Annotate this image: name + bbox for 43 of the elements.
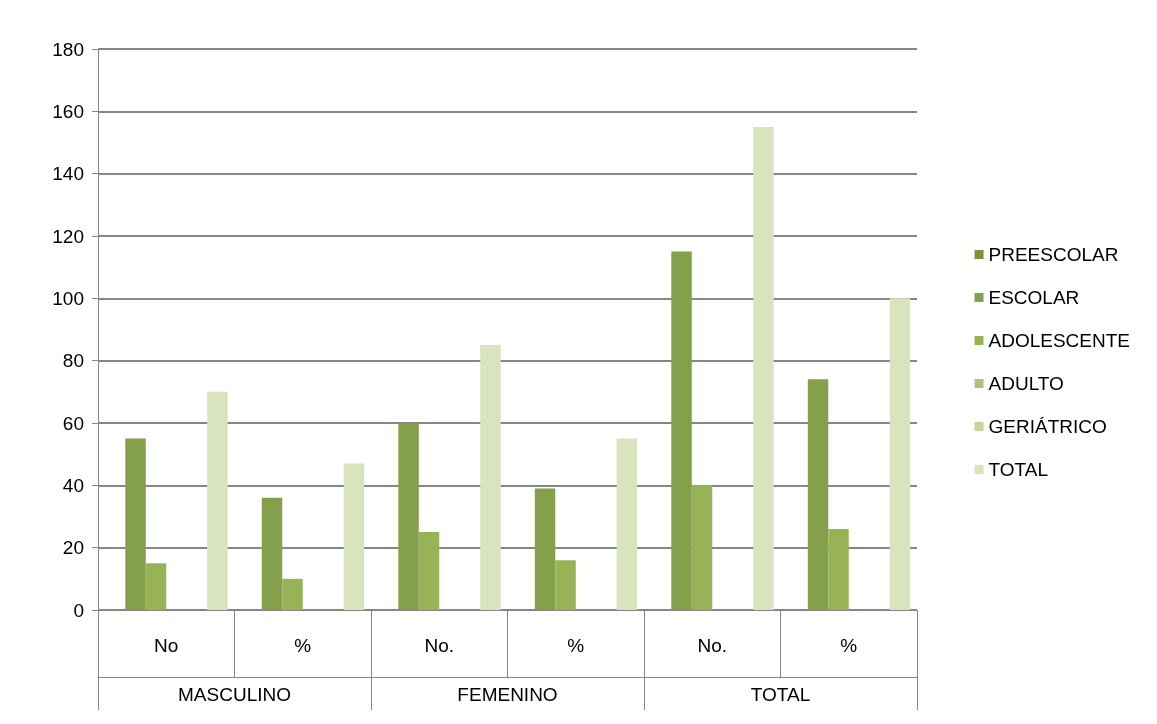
x-tick-label: %: [567, 635, 585, 656]
y-tick-label: 60: [62, 412, 84, 434]
bar: [125, 438, 146, 610]
bar: [616, 438, 638, 610]
x-tick-label: No: [154, 635, 179, 656]
bar: [418, 532, 440, 610]
bar: [889, 298, 911, 610]
y-tick-label: 160: [52, 100, 84, 122]
bar: [145, 563, 167, 610]
bar: [691, 485, 713, 610]
bar: [261, 497, 283, 610]
text: TOTAL: [750, 684, 811, 705]
y-tick-label: 140: [52, 163, 84, 185]
x-tick-label: %: [294, 635, 312, 656]
legend-label: ADOLESCENTE: [988, 330, 1130, 351]
y-tick-label: 40: [62, 474, 84, 496]
text: FEMENINO: [457, 684, 558, 705]
bar: [343, 463, 365, 610]
legend-label: ADULTO: [988, 373, 1064, 394]
x-tick-label: No.: [697, 635, 728, 656]
bar: [480, 345, 501, 610]
text: MASCULINO: [178, 684, 291, 705]
bar: [207, 391, 228, 610]
bar: [534, 488, 556, 610]
y-tick-label: 80: [62, 350, 84, 372]
legend-label: ESCOLAR: [988, 287, 1080, 308]
y-tick-label: 120: [52, 225, 84, 247]
y-tick-label: 100: [52, 287, 84, 309]
legend-label: PREESCOLAR: [988, 244, 1119, 265]
bar: [555, 560, 576, 610]
x-tick-label: %: [840, 635, 858, 656]
y-tick-label: 20: [62, 537, 84, 559]
y-tick-label: 0: [73, 599, 84, 621]
legend-label: GERIÁTRICO: [988, 416, 1107, 437]
bar: [753, 126, 774, 610]
bar: [828, 528, 849, 610]
bar: [282, 578, 303, 610]
bar: [671, 251, 692, 610]
legend-label: TOTAL: [988, 459, 1048, 480]
bar: [398, 423, 419, 610]
bar: [807, 379, 829, 610]
x-tick-label: No.: [424, 635, 455, 656]
y-tick-label: 180: [52, 38, 84, 60]
